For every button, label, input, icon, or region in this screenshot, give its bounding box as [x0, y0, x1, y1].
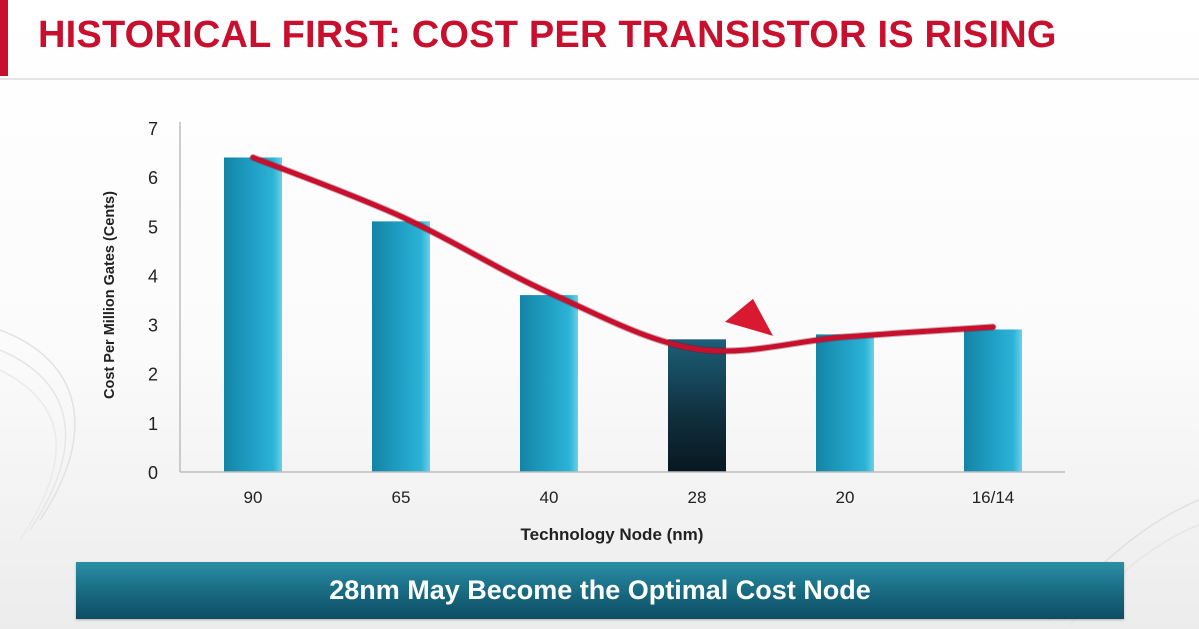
trend-line	[250, 154, 996, 354]
bar-20	[816, 334, 874, 472]
bar-40	[520, 295, 578, 472]
slide-title: HISTORICAL FIRST: COST PER TRANSISTOR IS…	[38, 14, 1057, 56]
y-tick-label: 3	[148, 316, 158, 336]
banner-text: 28nm May Become the Optimal Cost Node	[329, 575, 871, 605]
x-tick-label: 65	[392, 488, 411, 507]
bar-90	[224, 157, 282, 472]
x-axis-label: Technology Node (nm)	[521, 525, 704, 544]
conclusion-banner: 28nm May Become the Optimal Cost Node	[76, 562, 1124, 619]
bar-16-14	[964, 329, 1022, 472]
trend-line-shadow	[249, 153, 997, 355]
y-axis-label: Cost Per Million Gates (Cents)	[102, 191, 118, 399]
y-tick-label: 5	[148, 217, 158, 237]
y-tick-label: 7	[148, 119, 158, 139]
y-tick-label: 2	[148, 365, 158, 385]
x-tick-label: 40	[540, 488, 559, 507]
title-divider	[0, 78, 1199, 80]
x-tick-label: 20	[836, 488, 855, 507]
y-tick-label: 6	[148, 168, 158, 188]
y-tick-label: 4	[148, 266, 158, 286]
x-tick-label: 28	[688, 488, 707, 507]
rising-arrow-icon	[725, 298, 773, 336]
x-tick-label: 16/14	[972, 488, 1015, 507]
y-tick-label: 1	[148, 414, 158, 434]
bar-65	[372, 221, 430, 472]
title-accent-bar	[0, 0, 8, 76]
y-tick-label: 0	[148, 463, 158, 483]
bar-28	[668, 339, 726, 472]
x-tick-label: 90	[244, 488, 263, 507]
